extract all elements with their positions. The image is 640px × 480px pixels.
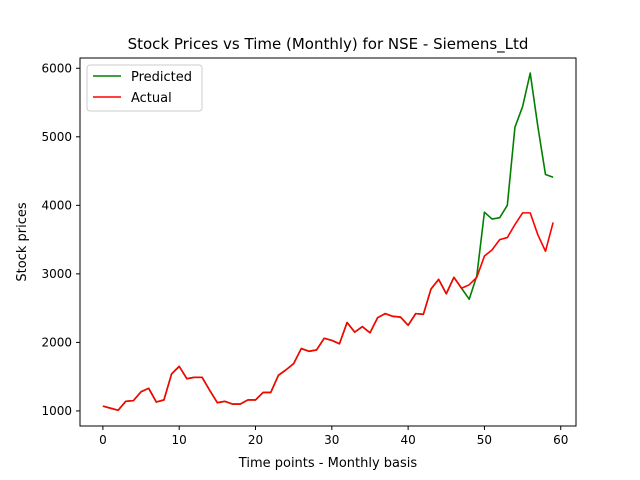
plot-area [80,58,576,426]
x-tick-label: 30 [324,433,339,447]
x-tick-label: 60 [553,433,568,447]
y-tick-label: 6000 [41,61,72,75]
series-layer [102,72,554,412]
y-tick-label: 1000 [41,404,72,418]
y-tick-label: 3000 [41,267,72,281]
y-tick-label: 2000 [41,335,72,349]
x-tick-label: 50 [477,433,492,447]
y-axis-ticks: 1000 2000 3000 4000 5000 6000 [41,61,80,418]
x-axis-ticks: 0 10 20 30 40 50 60 [99,426,568,447]
x-tick-label: 20 [248,433,263,447]
x-tick-label: 0 [99,433,107,447]
x-tick-label: 10 [172,433,187,447]
y-axis-label: Stock prices [15,202,30,281]
chart-title: Stock Prices vs Time (Monthly) for NSE -… [128,35,529,54]
series-line-actual [102,212,554,412]
y-tick-label: 5000 [41,130,72,144]
legend: Predicted Actual [86,64,203,112]
x-axis-label: Time points - Monthly basis [238,456,418,471]
legend-label-predicted: Predicted [131,70,192,85]
plot-frame [79,57,577,427]
y-tick-label: 4000 [41,198,72,212]
x-tick-label: 40 [400,433,415,447]
legend-label-actual: Actual [131,91,172,106]
